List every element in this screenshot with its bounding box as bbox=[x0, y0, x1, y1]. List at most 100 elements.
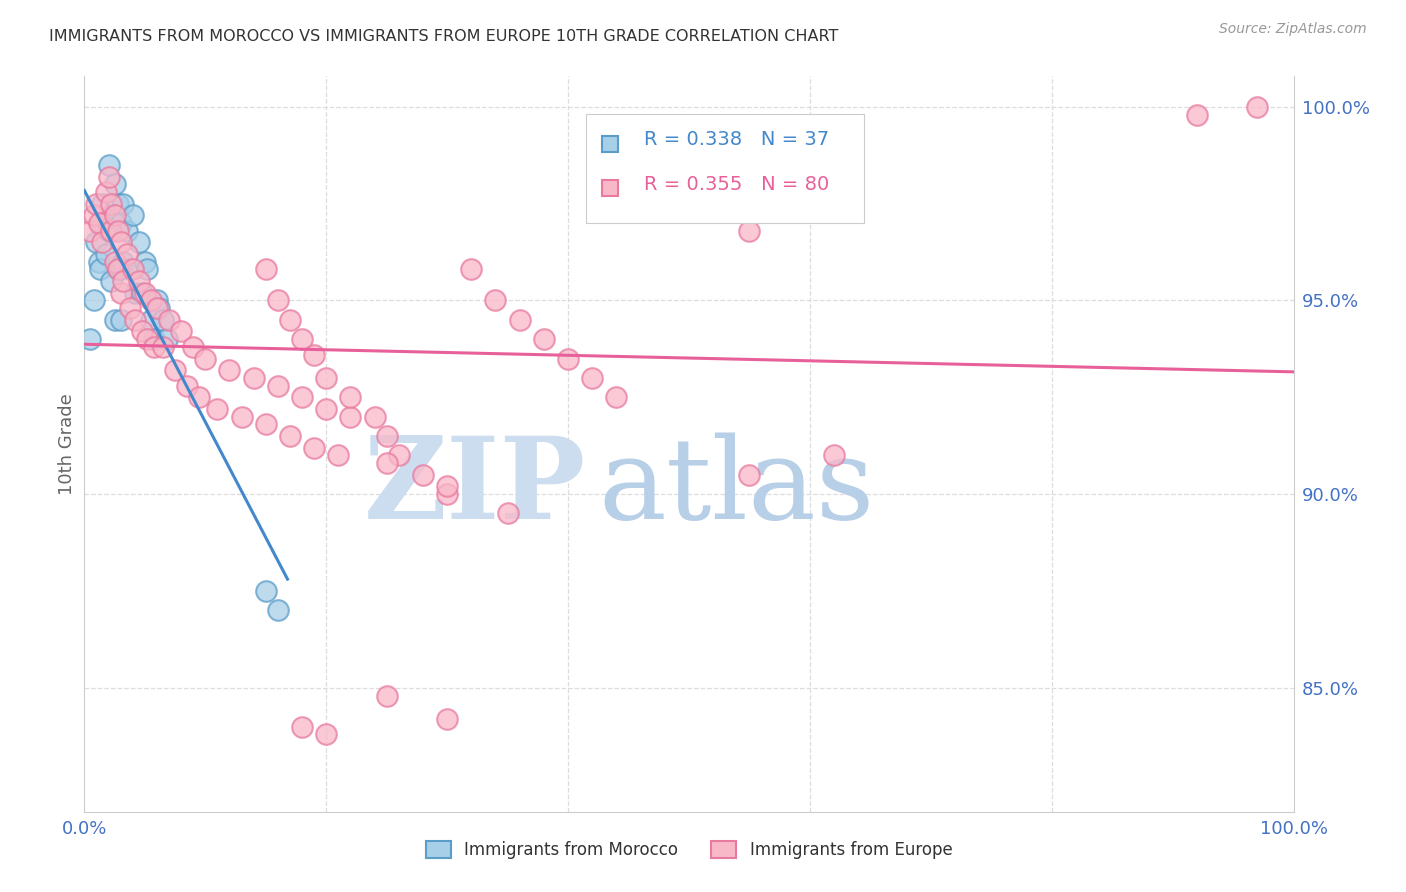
Text: ZIP: ZIP bbox=[364, 433, 586, 543]
Point bbox=[291, 719, 314, 733]
Point bbox=[91, 235, 114, 250]
Point bbox=[738, 467, 761, 482]
Point bbox=[128, 235, 150, 250]
Point bbox=[775, 196, 797, 211]
Point bbox=[97, 169, 120, 184]
Point bbox=[207, 401, 229, 416]
Point bbox=[291, 390, 314, 404]
Point bbox=[339, 390, 361, 404]
Point bbox=[1185, 107, 1208, 121]
Text: R = 0.338   N = 37: R = 0.338 N = 37 bbox=[644, 130, 830, 149]
Point bbox=[267, 603, 290, 617]
Point bbox=[436, 487, 458, 501]
Point bbox=[1246, 100, 1268, 114]
Point bbox=[509, 313, 531, 327]
Point bbox=[484, 293, 506, 308]
Point bbox=[124, 285, 146, 300]
Point bbox=[120, 301, 142, 316]
Point bbox=[738, 224, 761, 238]
Point bbox=[412, 467, 434, 482]
Point bbox=[146, 301, 169, 316]
Point bbox=[104, 254, 127, 268]
Point bbox=[100, 208, 122, 222]
Point bbox=[254, 583, 277, 598]
Point bbox=[89, 262, 111, 277]
Point bbox=[254, 417, 277, 432]
Point bbox=[112, 254, 135, 268]
Point bbox=[533, 332, 555, 346]
Point bbox=[146, 293, 169, 308]
Point bbox=[79, 332, 101, 346]
Point bbox=[375, 456, 398, 470]
Bar bbox=[586, 114, 865, 223]
Text: IMMIGRANTS FROM MOROCCO VS IMMIGRANTS FROM EUROPE 10TH GRADE CORRELATION CHART: IMMIGRANTS FROM MOROCCO VS IMMIGRANTS FR… bbox=[49, 29, 838, 44]
Point bbox=[823, 169, 845, 184]
Point bbox=[115, 224, 138, 238]
Point bbox=[557, 351, 579, 366]
Point bbox=[181, 340, 204, 354]
Point bbox=[170, 325, 193, 339]
Point bbox=[83, 208, 105, 222]
Point bbox=[148, 301, 170, 316]
Text: Source: ZipAtlas.com: Source: ZipAtlas.com bbox=[1219, 22, 1367, 37]
Point bbox=[363, 409, 385, 424]
Point bbox=[100, 224, 122, 238]
Point bbox=[375, 429, 398, 443]
Point bbox=[375, 689, 398, 703]
Point bbox=[278, 429, 301, 443]
Point bbox=[124, 313, 146, 327]
Point bbox=[194, 351, 217, 366]
Y-axis label: 10th Grade: 10th Grade bbox=[58, 392, 76, 495]
Point bbox=[86, 235, 108, 250]
Point bbox=[188, 390, 211, 404]
Point bbox=[176, 378, 198, 392]
Point bbox=[91, 216, 114, 230]
Point bbox=[315, 371, 337, 385]
Point bbox=[254, 262, 277, 277]
Point bbox=[291, 332, 314, 346]
Point bbox=[388, 449, 411, 463]
Point bbox=[605, 390, 627, 404]
Point bbox=[131, 285, 153, 300]
Point bbox=[107, 196, 129, 211]
Point bbox=[94, 185, 117, 199]
Point bbox=[136, 262, 159, 277]
Point bbox=[581, 371, 603, 385]
Point bbox=[143, 340, 166, 354]
Point bbox=[339, 409, 361, 424]
Point bbox=[110, 216, 132, 230]
Point bbox=[139, 293, 162, 308]
Point bbox=[87, 216, 110, 230]
Point bbox=[278, 313, 301, 327]
Point bbox=[107, 262, 129, 277]
Point bbox=[107, 262, 129, 277]
Point bbox=[157, 313, 180, 327]
Point bbox=[110, 262, 132, 277]
Point bbox=[110, 313, 132, 327]
Point bbox=[315, 727, 337, 741]
Point bbox=[139, 313, 162, 327]
Point bbox=[87, 254, 110, 268]
Text: atlas: atlas bbox=[599, 433, 875, 543]
Point bbox=[460, 262, 482, 277]
Point bbox=[131, 325, 153, 339]
Point bbox=[231, 409, 253, 424]
Point bbox=[94, 247, 117, 261]
Point bbox=[136, 332, 159, 346]
Point bbox=[134, 254, 156, 268]
Point bbox=[143, 332, 166, 346]
Point bbox=[302, 441, 325, 455]
Point bbox=[155, 332, 177, 346]
Point bbox=[496, 507, 519, 521]
Point bbox=[436, 712, 458, 726]
Point bbox=[91, 196, 114, 211]
Point bbox=[242, 371, 264, 385]
Point bbox=[107, 224, 129, 238]
Point bbox=[121, 208, 143, 222]
Point bbox=[267, 293, 290, 308]
Point bbox=[100, 196, 122, 211]
Point bbox=[83, 293, 105, 308]
Point bbox=[79, 224, 101, 238]
Point bbox=[104, 208, 127, 222]
Point bbox=[104, 178, 127, 192]
